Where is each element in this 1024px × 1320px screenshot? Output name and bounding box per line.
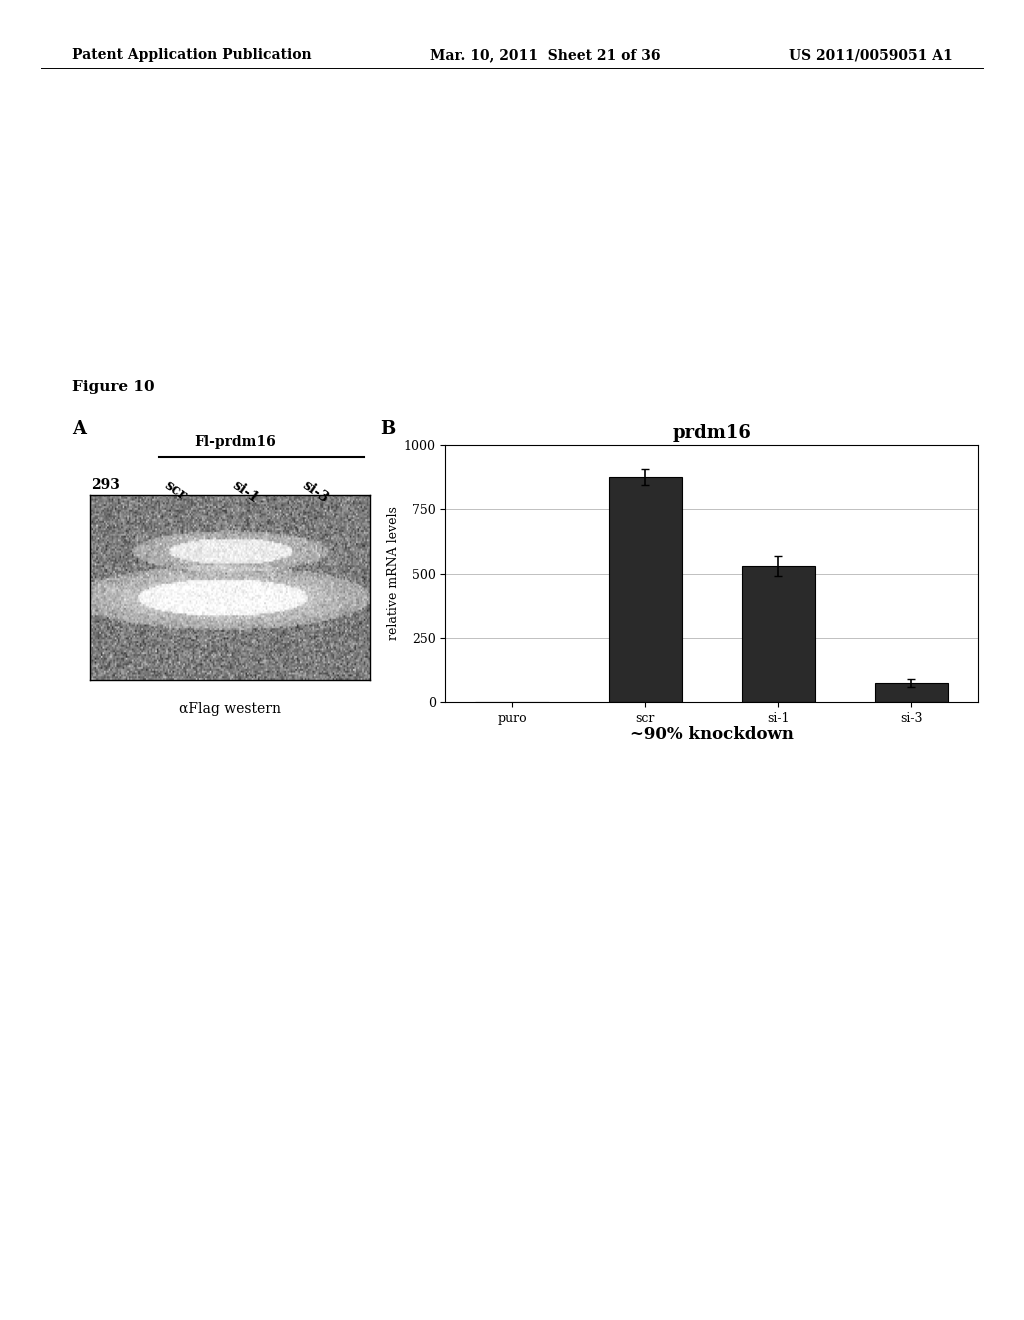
Text: ~90% knockdown: ~90% knockdown xyxy=(630,726,794,743)
Bar xyxy=(608,477,682,702)
Text: US 2011/0059051 A1: US 2011/0059051 A1 xyxy=(788,49,952,62)
Y-axis label: relative mRNA levels: relative mRNA levels xyxy=(386,507,399,640)
Text: αFlag western: αFlag western xyxy=(179,702,282,717)
Text: si-3: si-3 xyxy=(300,478,331,506)
Text: A: A xyxy=(72,420,86,438)
Text: Fl-prdm16: Fl-prdm16 xyxy=(195,434,276,449)
Text: Mar. 10, 2011  Sheet 21 of 36: Mar. 10, 2011 Sheet 21 of 36 xyxy=(430,49,660,62)
Text: scr: scr xyxy=(162,478,188,503)
Text: B: B xyxy=(380,420,395,438)
Text: 293: 293 xyxy=(91,478,120,492)
Text: si-1: si-1 xyxy=(230,478,261,506)
Bar xyxy=(874,682,948,702)
Text: Patent Application Publication: Patent Application Publication xyxy=(72,49,311,62)
Bar xyxy=(741,566,815,702)
Title: prdm16: prdm16 xyxy=(672,424,752,442)
Text: Figure 10: Figure 10 xyxy=(72,380,155,395)
